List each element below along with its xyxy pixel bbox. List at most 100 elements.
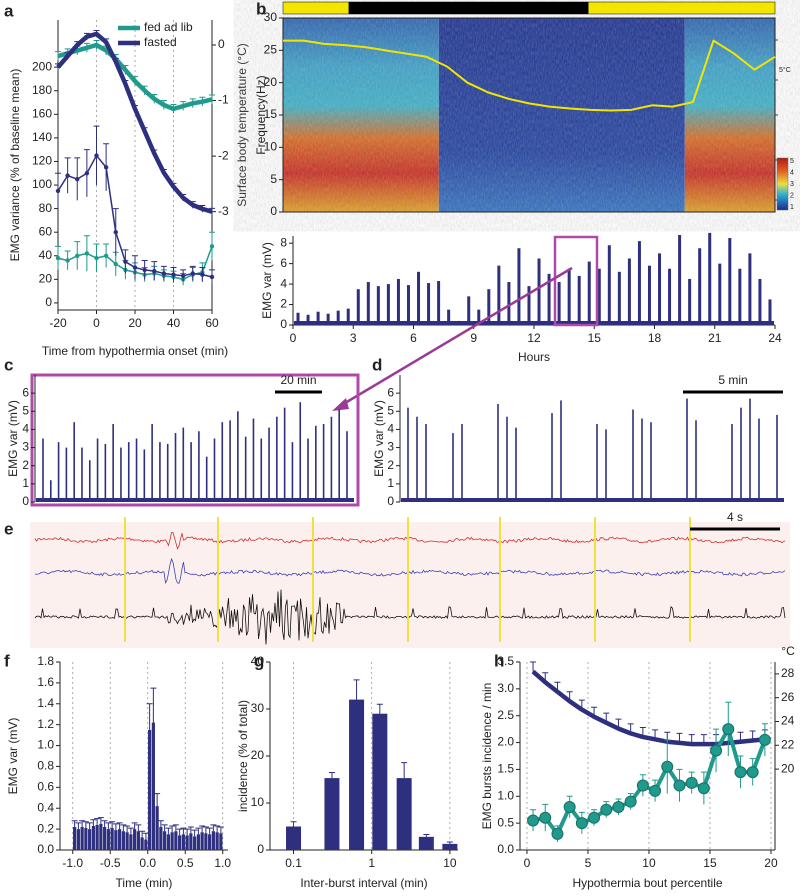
error-bar: [124, 825, 131, 833]
baseline-band: [36, 498, 354, 502]
y2-tick-label: 22: [781, 737, 795, 751]
bar: [196, 834, 200, 850]
y2-tick-label: 20: [781, 761, 795, 775]
error-bar: [376, 703, 383, 714]
bar: [215, 832, 219, 850]
y2-tick-label: -3: [218, 204, 229, 218]
error-bar: [176, 828, 183, 836]
x-tick-label: 0.5: [177, 856, 194, 870]
bar: [136, 831, 140, 850]
marker: [624, 795, 637, 808]
y-tick-label: 4: [387, 422, 394, 436]
error-bar: [353, 679, 360, 700]
error-bar: [154, 793, 161, 807]
x-tick-label: 20: [128, 316, 142, 330]
y-tick-label: 5: [387, 403, 394, 417]
marker: [685, 776, 698, 789]
bar: [125, 832, 129, 850]
arrow: [339, 266, 573, 408]
raw-trace: [34, 557, 786, 585]
bar: [166, 834, 170, 850]
y-tick-label: 6: [387, 385, 394, 399]
error-bar: [210, 824, 217, 832]
error-bar: [530, 661, 537, 672]
colorbar-label: 3: [790, 181, 794, 188]
error-bar: [191, 829, 198, 837]
panel-letter: h: [494, 651, 504, 670]
error-bar: [187, 826, 194, 834]
x-tick-label: 5: [585, 856, 592, 870]
y-tick-label: 15: [264, 107, 278, 121]
bar: [151, 722, 155, 850]
error-bar: [71, 820, 78, 828]
error-bar: [139, 830, 146, 838]
y-tick-label: 0.0: [37, 842, 54, 856]
marker: [152, 268, 157, 274]
bar: [110, 828, 114, 850]
y-tick-label: 180: [32, 83, 52, 97]
y-tick-label: 2: [387, 458, 394, 472]
y-tick-label: 4: [22, 422, 29, 436]
error-bar: [157, 820, 164, 828]
x-tick-label: 9: [470, 331, 477, 345]
y-tick-label: 0: [45, 295, 52, 309]
error-bar: [202, 826, 209, 834]
y2-tick-label: -1: [218, 93, 229, 107]
error-bar: [75, 822, 82, 830]
marker: [758, 733, 771, 746]
y-axis-title: EMG var (mV): [6, 718, 20, 795]
marker: [209, 274, 215, 280]
y-tick-label: 0.8: [37, 759, 54, 773]
y-tick-label: 2.0: [497, 735, 514, 749]
error-bar: [135, 824, 142, 832]
marker: [563, 801, 576, 814]
bar: [174, 831, 178, 850]
y-tick-label: 25: [264, 43, 278, 57]
marker: [697, 782, 710, 795]
x-tick-label: 12: [527, 331, 541, 345]
bar: [133, 829, 137, 850]
y-tick-label: 20: [251, 748, 265, 762]
error-bar: [206, 827, 213, 835]
marker: [65, 173, 70, 178]
y-tick-label: 5: [22, 403, 29, 417]
panel-letter: b: [256, 0, 266, 18]
bar: [159, 827, 163, 850]
marker: [75, 253, 80, 258]
error-bar: [97, 817, 104, 824]
highlight-box: [553, 235, 599, 327]
bar: [396, 778, 412, 850]
y-tick-label: 1: [22, 476, 29, 490]
marker: [103, 253, 109, 258]
panel-letter: g: [254, 651, 264, 670]
y-tick-label: 3.5: [497, 654, 514, 668]
y2-axis-title: Surface body temperature (°C): [235, 43, 249, 207]
x-tick-label: 0.0: [139, 856, 156, 870]
marker: [75, 176, 80, 182]
y-tick-label: 30: [264, 10, 278, 24]
colorbar: [776, 157, 789, 211]
y-tick-label: 8: [280, 235, 287, 249]
error-bar: [82, 821, 89, 829]
bar: [204, 833, 208, 850]
y-tick-label: 40: [251, 654, 265, 668]
marker: [180, 273, 186, 279]
y-axis-title: Frequency(Hz): [254, 75, 268, 154]
panel-letter: e: [4, 519, 13, 538]
bar: [106, 829, 110, 850]
bar: [211, 831, 215, 850]
marker: [600, 803, 613, 816]
x-tick-label: 18: [648, 331, 662, 345]
bar: [91, 825, 95, 850]
error-bar: [169, 825, 176, 833]
y-tick-label: 160: [32, 106, 52, 120]
y-axis-title: EMG var (mV): [260, 242, 274, 319]
error-bar: [195, 827, 202, 835]
bar: [73, 827, 77, 850]
bar: [219, 833, 223, 850]
bar: [121, 831, 125, 850]
error-bar: [446, 841, 453, 844]
scale-bar-label: 20 min: [280, 373, 316, 387]
bar: [189, 833, 193, 850]
